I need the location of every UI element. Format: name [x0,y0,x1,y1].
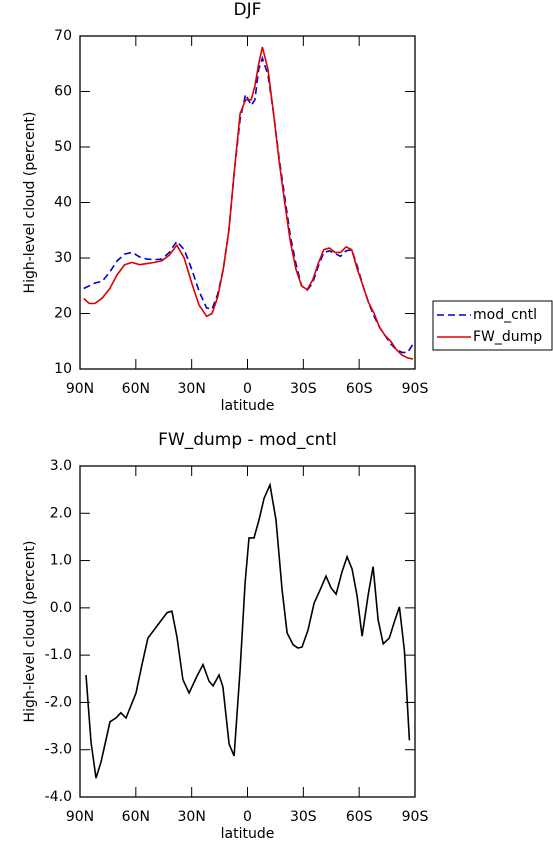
y-axis-label: High-level cloud (percent) [22,541,38,723]
legend-box [432,300,553,351]
y-tick-label: 70 [54,28,72,44]
x-tick-label: 30S [290,809,317,825]
y-tick-label: -2.0 [45,694,72,710]
y-tick-label: 30 [54,250,72,266]
y-tick-label: -3.0 [45,742,72,758]
line-series [85,482,411,779]
x-tick-label: 0 [243,381,252,397]
x-tick-label: 90N [66,381,94,397]
y-tick-label: -4.0 [45,789,72,805]
y-tick-label: 1.0 [50,553,72,569]
x-tick-label: 90S [402,809,429,825]
y-tick-label: 50 [54,139,72,155]
x-axis-label: latitude [221,826,275,842]
x-tick-label: 60S [346,381,373,397]
x-tick-label: 30N [178,809,206,825]
y-tick-label: 2.0 [50,505,72,521]
y-tick-label: -1.0 [45,647,72,663]
x-tick-label: 30N [178,381,206,397]
plot-frame [79,35,416,370]
y-tick-label: 60 [54,84,72,100]
y-axis-label: High-level cloud (percent) [22,112,38,294]
x-axis-label: latitude [221,398,275,414]
x-tick-label: 90N [66,809,94,825]
x-tick-label: 90S [402,381,429,397]
x-tick-label: 60N [122,381,150,397]
legend-label: mod_cntl [473,307,537,323]
line-series [83,46,414,360]
line-series [83,55,414,354]
y-tick-label: 10 [54,361,72,377]
chart-title: FW_dump - mod_cntl [158,430,337,450]
x-tick-label: 0 [243,809,252,825]
x-tick-label: 60S [346,809,373,825]
x-tick-label: 60N [122,809,150,825]
y-tick-label: 3.0 [50,458,72,474]
y-tick-label: 0.0 [50,600,72,616]
plot-frame [79,465,416,798]
y-tick-label: 20 [54,306,72,322]
y-tick-label: 40 [54,195,72,211]
chart-title: DJF [234,0,262,20]
x-tick-label: 30S [290,381,317,397]
legend-label: FW_dump [473,329,542,345]
